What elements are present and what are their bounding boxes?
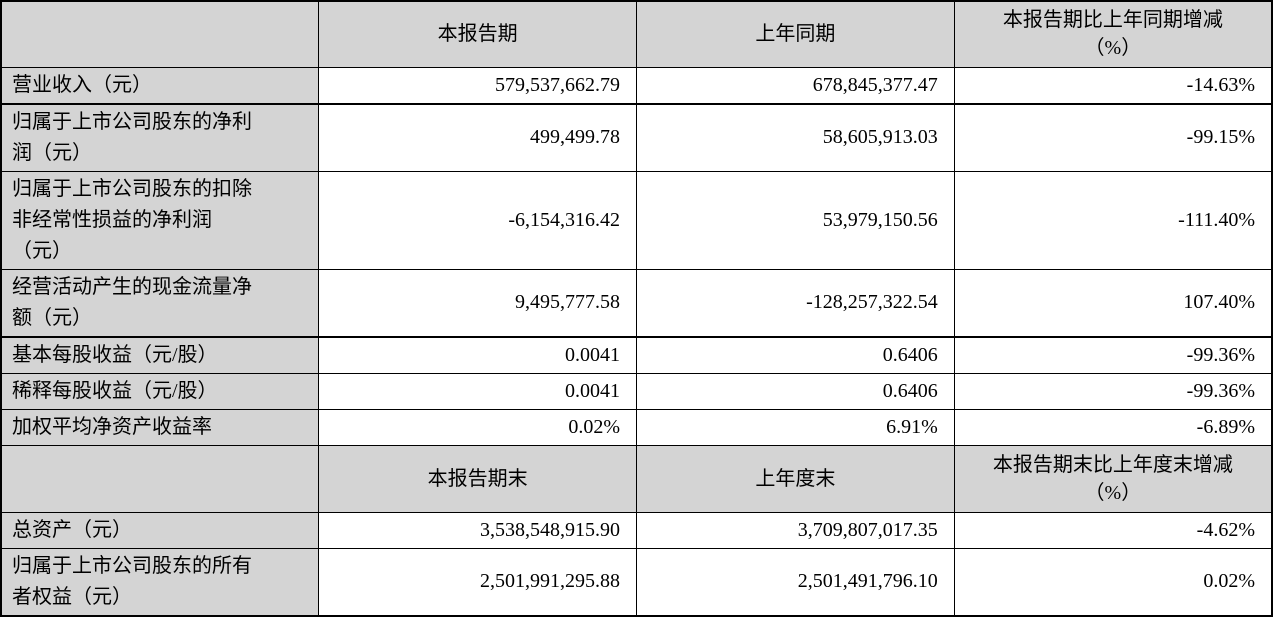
col-header-period-end: 本报告期末 [318,444,637,513]
change-percent-value: -4.62% [953,511,1273,549]
col-header-period-change: 本报告期比上年同期增减 （%） [953,0,1273,68]
prior-period-value: -128,257,322.54 [636,268,955,338]
change-percent-value: -99.36% [953,372,1273,410]
prior-period-value: 6.91% [636,408,955,446]
metric-label: 加权平均净资产收益率 [0,408,320,446]
metric-label: 稀释每股收益（元/股） [0,372,320,410]
col-header-period-change-line2: （%） [1084,37,1142,60]
corner-cell [0,444,320,513]
prior-period-value: 678,845,377.47 [636,66,955,105]
current-period-value: 0.02% [318,408,637,446]
metric-label: 归属于上市公司股东的净利润（元） [0,103,320,172]
col-header-period-end-change-line2: （%） [1084,481,1142,504]
table-row-revenue: 营业收入（元） 579,537,662.79 678,845,377.47 -1… [0,66,1273,105]
table-row-diluted-eps: 稀释每股收益（元/股） 0.0041 0.6406 -99.36% [0,372,1273,410]
metric-label: 经营活动产生的现金流量净额（元） [0,268,320,338]
header-row-period-end: 本报告期末 上年度末 本报告期末比上年度末增减 （%） [0,444,1273,513]
table-row-net-profit: 归属于上市公司股东的净利润（元） 499,499.78 58,605,913.0… [0,103,1273,172]
change-percent-value: -99.15% [953,103,1273,172]
col-header-current-period: 本报告期 [318,0,637,68]
prior-period-value: 53,979,150.56 [636,170,955,270]
metric-label: 营业收入（元） [0,66,320,105]
col-header-period-end-change: 本报告期末比上年度末增减 （%） [953,444,1273,513]
col-header-period-end-change-line1: 本报告期末比上年度末增减 [992,453,1233,476]
change-percent-value: -99.36% [953,336,1273,374]
prior-period-value: 58,605,913.03 [636,103,955,172]
table-row-net-profit-excl-nonrecurring: 归属于上市公司股东的扣除非经常性损益的净利润（元） -6,154,316.42 … [0,170,1273,270]
corner-cell [0,0,320,68]
table-row-total-assets: 总资产（元） 3,538,548,915.90 3,709,807,017.35… [0,511,1273,549]
col-header-prior-period: 上年同期 [636,0,955,68]
change-percent-value: -6.89% [953,408,1273,446]
metric-label: 归属于上市公司股东的扣除非经常性损益的净利润（元） [0,170,320,270]
prior-period-value: 0.6406 [636,372,955,410]
change-percent-value: -14.63% [953,66,1273,105]
current-period-value: 9,495,777.58 [318,268,637,338]
change-percent-value: 107.40% [953,268,1273,338]
col-header-period-change-line1: 本报告期比上年同期增减 [1002,9,1223,32]
table-row-operating-cash-flow: 经营活动产生的现金流量净额（元） 9,495,777.58 -128,257,3… [0,268,1273,338]
change-percent-value: -111.40% [953,170,1273,270]
table-row-basic-eps: 基本每股收益（元/股） 0.0041 0.6406 -99.36% [0,336,1273,374]
metric-label: 基本每股收益（元/股） [0,336,320,374]
header-row-current-period: 本报告期 上年同期 本报告期比上年同期增减 （%） [0,0,1273,68]
current-period-value: 3,538,548,915.90 [318,511,637,549]
current-period-value: 0.0041 [318,372,637,410]
prior-period-value: 3,709,807,017.35 [636,511,955,549]
col-header-prior-year-end: 上年度末 [636,444,955,513]
current-period-value: 579,537,662.79 [318,66,637,105]
current-period-value: 499,499.78 [318,103,637,172]
table-row-weighted-avg-roe: 加权平均净资产收益率 0.02% 6.91% -6.89% [0,408,1273,446]
prior-period-value: 0.6406 [636,336,955,374]
current-period-value: -6,154,316.42 [318,170,637,270]
metric-label: 总资产（元） [0,511,320,549]
current-period-value: 0.0041 [318,336,637,374]
